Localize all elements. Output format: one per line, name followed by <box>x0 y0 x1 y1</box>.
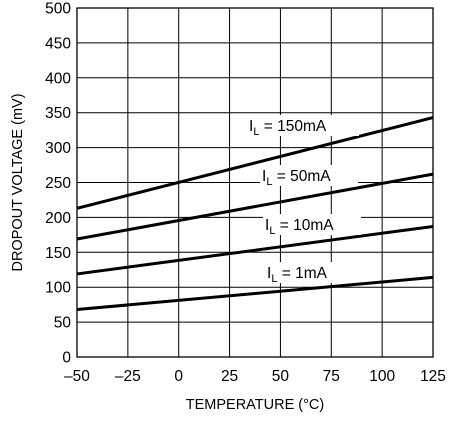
y-tick-label: 400 <box>45 70 71 87</box>
series-line-2 <box>76 224 434 276</box>
x-tick-label: 75 <box>323 368 340 385</box>
y-tick-label: 300 <box>45 140 71 157</box>
x-tick-label: 25 <box>221 368 238 385</box>
y-tick-label: 500 <box>45 1 71 18</box>
series-labels: IL = 150mA IL = 50mA IL = 10mA IL = 1mA <box>247 115 361 285</box>
series-label-background <box>265 262 349 283</box>
x-tick-label: 125 <box>420 368 446 385</box>
x-axis-title: TEMPERATURE (°C) <box>186 397 324 413</box>
series-label-1: IL = 50mA <box>262 168 331 188</box>
y-tick-label: 0 <box>62 350 71 367</box>
y-tick-labels: 0 50 100 150 200 250 300 350 400 450 500 <box>45 1 71 367</box>
x-tick-label: –50 <box>64 368 90 385</box>
series-label-background <box>263 214 361 235</box>
series-label-2: IL = 10mA <box>265 217 334 237</box>
series-line-0 <box>76 116 434 210</box>
series-line-1 <box>76 172 434 241</box>
x-tick-label: 50 <box>272 368 290 385</box>
series-lines <box>76 116 434 312</box>
x-tick-label: 100 <box>369 368 395 385</box>
series-label-3: IL = 1mA <box>267 265 328 285</box>
y-axis-title: DROPOUT VOLTAGE (mV) <box>10 93 26 271</box>
y-tick-label: 150 <box>45 245 71 262</box>
x-tick-label: –25 <box>115 368 141 385</box>
series-label-background <box>260 165 358 186</box>
series-label-0: IL = 150mA <box>249 118 327 138</box>
y-tick-label: 100 <box>45 280 71 297</box>
plot-frame <box>76 7 434 358</box>
series-label-background <box>247 115 359 136</box>
y-tick-label: 450 <box>45 35 71 52</box>
series-line-3 <box>76 275 434 312</box>
y-tick-label: 250 <box>45 175 71 192</box>
y-tick-label: 50 <box>54 315 72 332</box>
x-tick-labels: –50 –25 0 25 50 75 100 125 <box>64 368 446 385</box>
y-tick-label: 200 <box>45 210 71 227</box>
x-tick-label: 0 <box>174 368 183 385</box>
y-tick-label: 350 <box>45 105 71 122</box>
